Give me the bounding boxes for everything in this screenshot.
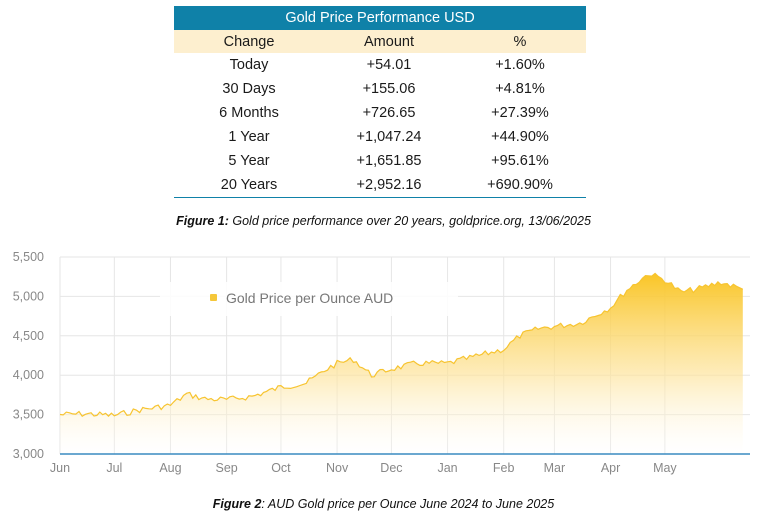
figure-1-text: Gold price performance over 20 years, go… <box>228 214 591 228</box>
x-tick-label: May <box>653 461 677 475</box>
percent-cell: +27.39% <box>491 105 549 121</box>
percent-cell: +4.81% <box>495 81 545 97</box>
legend-label: Gold Price per Ounce AUD <box>226 290 394 306</box>
period-cell: 5 Year <box>228 153 270 169</box>
table-row: 5 Year +1,651.85 +95.61% <box>174 149 586 173</box>
period-cell: 1 Year <box>228 129 270 145</box>
chart-svg: 3,000 3,500 4,000 4,500 5,000 5,500 Jun Jul Aug S… <box>13 250 750 475</box>
x-tick-label: Sep <box>215 461 237 475</box>
percent-cell: +690.90% <box>454 173 586 198</box>
figure-1-caption: Figure 1: Gold price performance over 20… <box>0 214 767 228</box>
period-cell: 30 Days <box>222 81 276 97</box>
y-tick-label: 4,000 <box>13 368 44 382</box>
gold-price-chart: 3,000 3,500 4,000 4,500 5,000 5,500 Jun Jul Aug S… <box>0 244 767 484</box>
y-tick-label: 4,500 <box>13 329 44 343</box>
chart-axis-layer: 3,000 3,500 4,000 4,500 5,000 5,500 Jun Jul Aug S… <box>13 250 750 475</box>
percent-cell: +95.61% <box>491 153 549 169</box>
percent-cell: +1.60% <box>495 57 545 73</box>
x-tick-label: Oct <box>271 461 291 475</box>
table-row: 1 Year +1,047.24 +44.90% <box>174 125 586 149</box>
y-tick-label: 5,500 <box>13 250 44 264</box>
x-tick-label: Aug <box>159 461 181 475</box>
y-tick-label: 3,000 <box>13 447 44 461</box>
amount-cell: +1,651.85 <box>356 153 422 169</box>
x-tick-label: Jan <box>437 461 457 475</box>
gold-performance-table: Gold Price Performance USD Change Amount… <box>174 6 586 198</box>
figure-2-label: Figure 2 <box>212 497 262 511</box>
period-cell: Today <box>229 57 269 73</box>
header-amount: Amount <box>324 30 454 53</box>
y-tick-label: 3,500 <box>13 408 44 422</box>
x-tick-label: Mar <box>544 461 566 475</box>
table-row: 20 Years +2,952.16 +690.90% <box>174 173 586 198</box>
x-tick-label: Dec <box>380 461 402 475</box>
amount-cell: +1,047.24 <box>356 129 422 145</box>
table-title: Gold Price Performance USD <box>174 6 586 30</box>
chart-area-layer <box>59 272 744 454</box>
period-cell: 6 Months <box>219 105 279 121</box>
x-tick-label: Jul <box>106 461 122 475</box>
header-percent: % <box>454 30 586 53</box>
legend-background <box>160 282 458 316</box>
table-row: Today +54.01 +1.60% <box>174 53 586 77</box>
x-tick-label: Jun <box>50 461 70 475</box>
figure-1-label: Figure 1: <box>176 214 229 228</box>
x-tick-label: Nov <box>326 461 349 475</box>
table-row: 30 Days +155.06 +4.81% <box>174 77 586 101</box>
amount-cell: +2,952.16 <box>324 173 454 198</box>
figure-2-text: : AUD Gold price per Ounce June 2024 to … <box>261 497 555 511</box>
figure-2-caption: Figure 2: AUD Gold price per Ounce June … <box>0 497 767 511</box>
amount-cell: +155.06 <box>362 81 416 97</box>
table-row: 6 Months +726.65 +27.39% <box>174 101 586 125</box>
gold-price-area <box>60 273 743 454</box>
header-change: Change <box>174 30 324 53</box>
legend-swatch <box>210 294 217 301</box>
x-tick-label: Feb <box>493 461 515 475</box>
y-tick-label: 5,000 <box>13 289 44 303</box>
x-tick-label: Apr <box>601 461 620 475</box>
percent-cell: +44.90% <box>491 129 549 145</box>
period-cell: 20 Years <box>174 173 324 198</box>
gold-price-line <box>59 272 744 418</box>
amount-cell: +54.01 <box>366 57 412 73</box>
amount-cell: +726.65 <box>362 105 416 121</box>
